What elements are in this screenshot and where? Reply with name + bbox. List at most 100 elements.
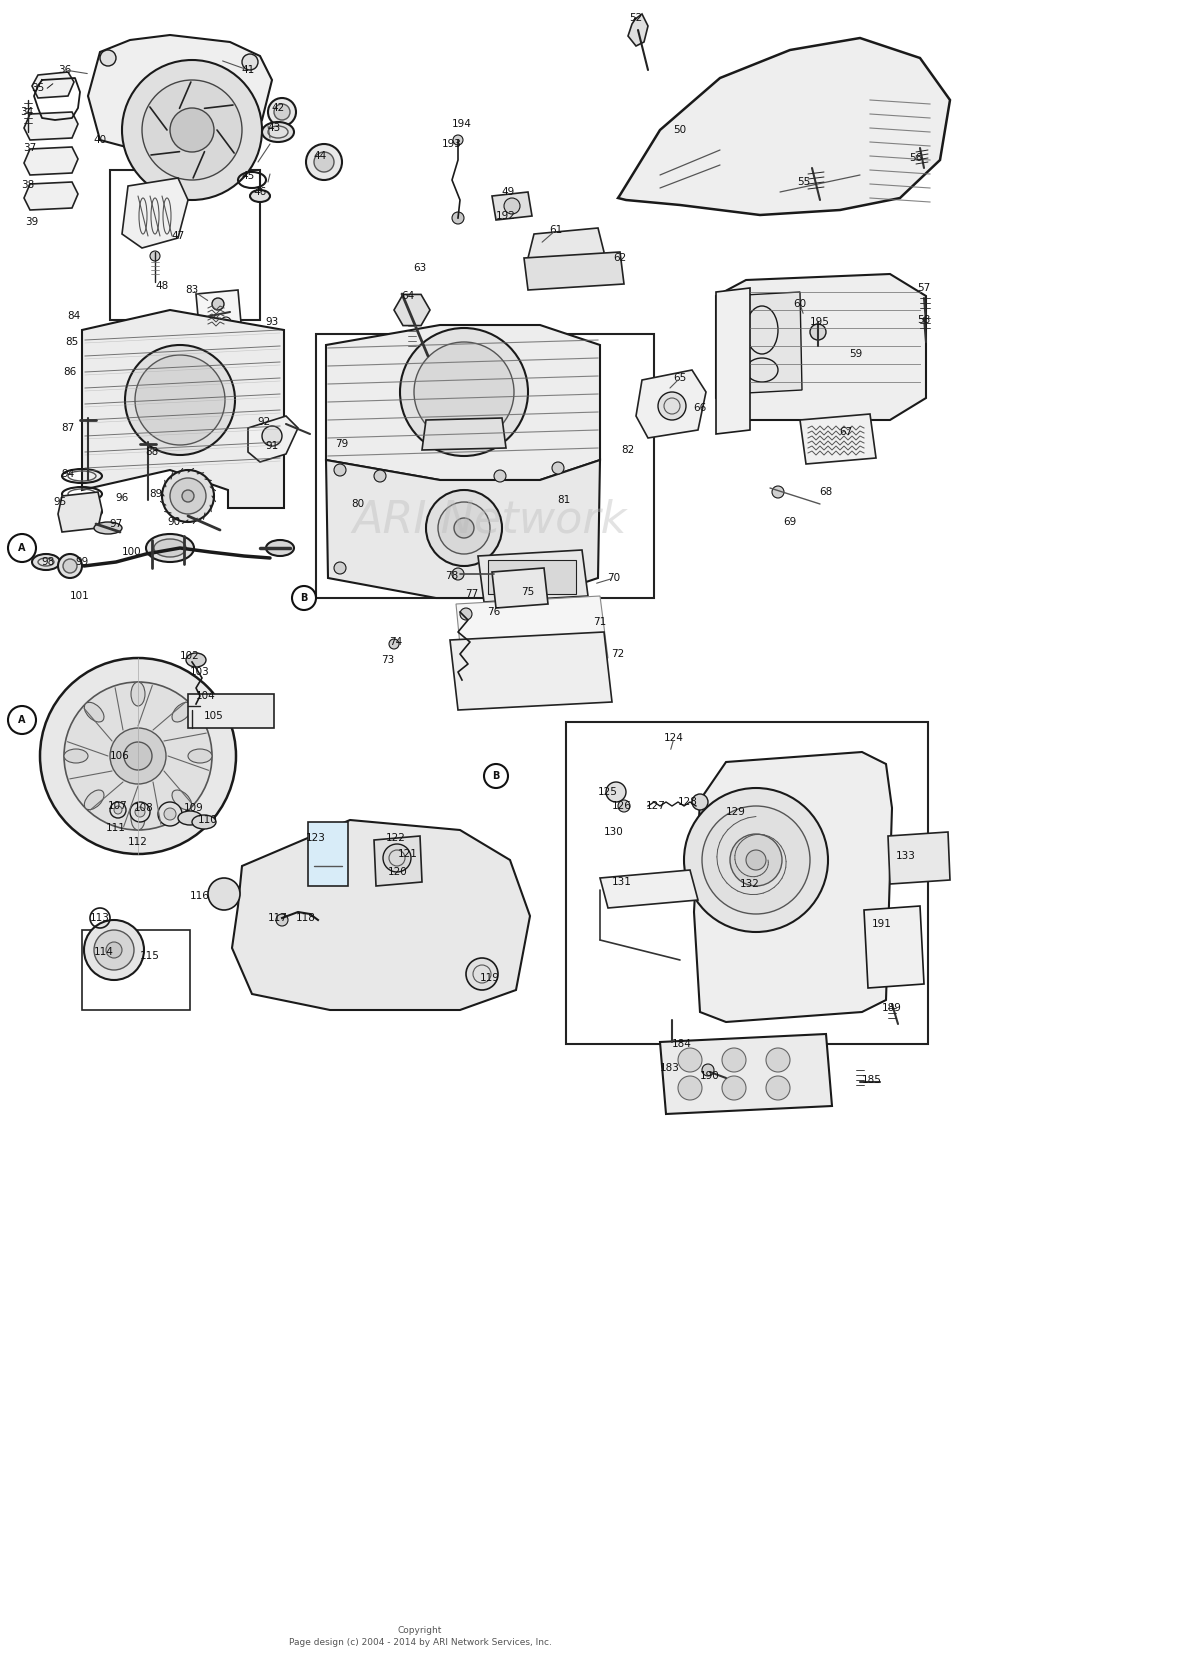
- Text: 40: 40: [93, 136, 106, 146]
- Text: 35: 35: [32, 83, 45, 93]
- Text: B: B: [301, 594, 308, 604]
- Text: 88: 88: [145, 447, 158, 457]
- Text: 123: 123: [306, 834, 326, 844]
- Text: 58: 58: [917, 314, 931, 324]
- Text: 116: 116: [190, 892, 210, 901]
- Polygon shape: [726, 293, 802, 394]
- Text: 72: 72: [611, 648, 624, 658]
- Polygon shape: [24, 112, 78, 141]
- Ellipse shape: [32, 554, 60, 571]
- Ellipse shape: [172, 703, 191, 723]
- Circle shape: [274, 104, 290, 121]
- Circle shape: [100, 50, 116, 66]
- Polygon shape: [32, 73, 74, 98]
- Text: 110: 110: [198, 815, 218, 825]
- Text: 113: 113: [90, 913, 110, 923]
- Circle shape: [607, 782, 627, 802]
- Circle shape: [484, 764, 509, 787]
- Circle shape: [64, 681, 212, 830]
- Circle shape: [124, 743, 152, 771]
- Circle shape: [276, 915, 288, 926]
- Text: 55: 55: [798, 177, 811, 187]
- Text: A: A: [18, 715, 26, 724]
- Circle shape: [453, 136, 463, 146]
- Polygon shape: [122, 179, 188, 248]
- Polygon shape: [450, 632, 612, 710]
- Text: 107: 107: [109, 801, 127, 810]
- Circle shape: [58, 554, 81, 577]
- Text: 96: 96: [116, 493, 129, 503]
- Text: 92: 92: [257, 417, 270, 427]
- Text: 70: 70: [608, 572, 621, 582]
- Circle shape: [438, 503, 490, 554]
- Circle shape: [208, 878, 240, 910]
- Text: 48: 48: [156, 281, 169, 291]
- Polygon shape: [374, 835, 422, 887]
- Circle shape: [135, 807, 145, 817]
- Circle shape: [182, 490, 194, 503]
- Polygon shape: [81, 309, 284, 508]
- Circle shape: [389, 638, 399, 648]
- Circle shape: [125, 346, 235, 455]
- Text: 130: 130: [604, 827, 624, 837]
- Text: 34: 34: [20, 108, 33, 117]
- Polygon shape: [88, 35, 273, 159]
- Circle shape: [766, 1049, 789, 1072]
- Circle shape: [110, 728, 166, 784]
- Text: 121: 121: [398, 849, 418, 858]
- Text: 45: 45: [242, 170, 255, 180]
- Text: 64: 64: [401, 291, 414, 301]
- Text: 131: 131: [612, 877, 632, 887]
- Text: 118: 118: [296, 913, 316, 923]
- Circle shape: [122, 60, 262, 200]
- Circle shape: [150, 251, 160, 261]
- Polygon shape: [628, 13, 648, 46]
- Ellipse shape: [178, 810, 202, 825]
- Bar: [110, 170, 260, 319]
- Circle shape: [291, 586, 316, 610]
- Polygon shape: [196, 289, 242, 337]
- Circle shape: [722, 1077, 746, 1100]
- Text: 74: 74: [389, 637, 402, 647]
- Circle shape: [40, 658, 236, 853]
- Text: 114: 114: [94, 948, 114, 958]
- Ellipse shape: [192, 815, 216, 829]
- Ellipse shape: [146, 534, 194, 562]
- Text: 41: 41: [242, 65, 255, 74]
- Text: 60: 60: [793, 299, 807, 309]
- Polygon shape: [716, 275, 926, 420]
- Ellipse shape: [155, 539, 186, 557]
- Polygon shape: [478, 551, 588, 602]
- Circle shape: [135, 356, 225, 445]
- Polygon shape: [232, 820, 530, 1011]
- Text: 87: 87: [61, 423, 74, 433]
- Text: 84: 84: [67, 311, 80, 321]
- Polygon shape: [524, 251, 624, 289]
- Circle shape: [766, 1077, 789, 1100]
- Text: 80: 80: [352, 500, 365, 509]
- Circle shape: [242, 55, 258, 69]
- Circle shape: [552, 461, 564, 475]
- Text: 133: 133: [896, 852, 916, 862]
- Text: 77: 77: [465, 589, 479, 599]
- Text: 185: 185: [863, 1075, 881, 1085]
- Text: 69: 69: [784, 518, 797, 528]
- Text: 95: 95: [53, 496, 66, 508]
- Circle shape: [504, 198, 520, 213]
- Text: 37: 37: [24, 142, 37, 154]
- Circle shape: [730, 834, 782, 887]
- Circle shape: [142, 79, 242, 180]
- Circle shape: [702, 1064, 714, 1077]
- Text: 79: 79: [335, 438, 348, 448]
- Circle shape: [684, 787, 828, 931]
- Bar: [81, 930, 190, 1011]
- Text: 132: 132: [740, 878, 760, 888]
- Text: 119: 119: [480, 973, 500, 982]
- Circle shape: [691, 794, 708, 810]
- Text: 193: 193: [442, 139, 461, 149]
- Text: 73: 73: [381, 655, 394, 665]
- Polygon shape: [716, 288, 750, 433]
- Circle shape: [658, 392, 686, 420]
- Circle shape: [722, 1049, 746, 1072]
- Text: 68: 68: [819, 486, 833, 496]
